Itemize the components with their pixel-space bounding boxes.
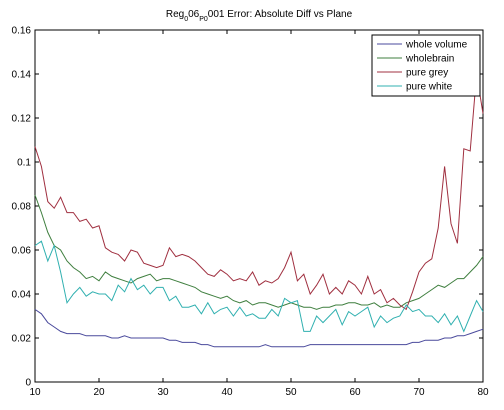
legend-label: wholebrain [405,54,454,65]
y-tick-label: 0 [25,378,31,389]
y-tick-label: 0.06 [12,246,32,257]
x-tick-label: 30 [157,387,169,398]
x-tick-label: 10 [29,387,41,398]
series-line [34,194,484,310]
x-tick-label: 40 [221,387,233,398]
y-tick-label: 0.04 [12,290,32,301]
chart-title: Reg006P0001 Error: Absolute Diff vs Plan… [166,9,353,23]
y-tick-label: 0.1 [17,158,31,169]
legend-label: pure grey [406,68,448,79]
x-tick-label: 50 [285,387,297,398]
x-tick-label: 60 [349,387,361,398]
y-tick-label: 0.02 [12,334,32,345]
y-tick-label: 0.12 [12,114,32,125]
y-tick-label: 0.16 [12,26,32,37]
title-text: Reg [166,9,184,20]
y-tick-label: 0.08 [12,202,32,213]
title-text: 06 [188,9,200,20]
x-tick-label: 70 [413,387,425,398]
legend-label: whole volume [405,40,468,51]
series-line [34,240,484,333]
title-subscript: P0 [199,16,208,23]
x-tick-label: 20 [93,387,105,398]
series-line [34,73,484,311]
x-tick-label: 80 [477,387,489,398]
y-tick-label: 0.14 [12,70,32,81]
legend-label: pure white [406,82,453,93]
series-line [34,308,484,348]
title-subscript: 0 [184,16,188,23]
title-text: 001 Error: Absolute Diff vs Plane [208,9,353,20]
